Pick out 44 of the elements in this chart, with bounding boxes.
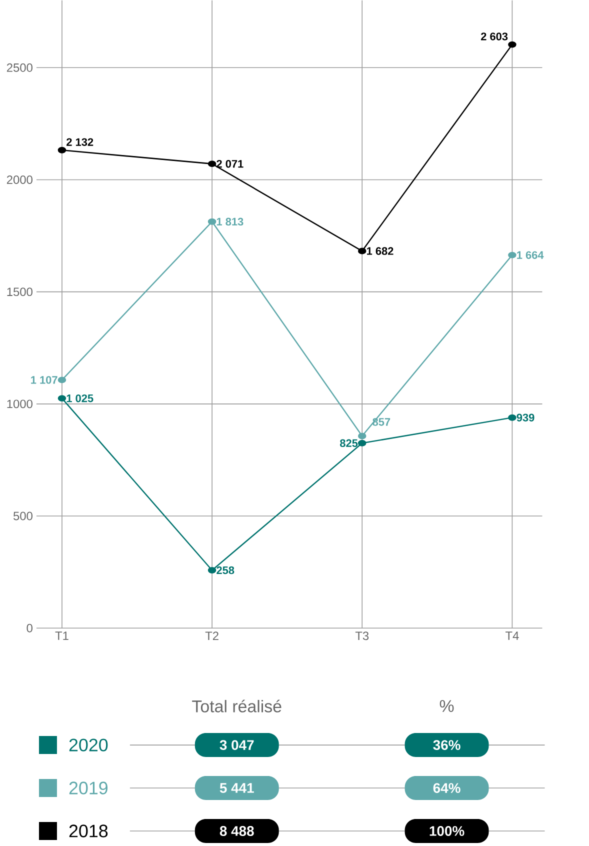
text: 64%	[433, 783, 460, 793]
point	[358, 248, 366, 254]
point	[208, 567, 216, 574]
y-tick-label: 0	[26, 624, 33, 632]
data-label: 1 813	[217, 218, 244, 226]
y-tick-label: 500	[14, 512, 33, 520]
y-tick-label: 1000	[7, 400, 33, 408]
data-label: 2 132	[66, 138, 94, 146]
text: 100%	[430, 826, 464, 836]
text: 5 441	[220, 783, 254, 793]
data-label: 1 107	[31, 376, 58, 384]
text: 36%	[433, 740, 460, 750]
y-tick-label: 2500	[7, 63, 33, 72]
x-tick-label: T4	[506, 632, 519, 640]
text: %	[440, 700, 454, 712]
x-tick-label: T2	[205, 632, 219, 640]
point	[508, 41, 516, 48]
legend-label: 2020	[70, 738, 108, 752]
point	[508, 414, 516, 421]
text: Total réalisé	[192, 700, 282, 712]
x-tick-label: T1	[55, 632, 68, 640]
y-tick-label: 2000	[7, 176, 33, 184]
text: 8 488	[220, 826, 254, 836]
y-tick-label: 1500	[7, 288, 33, 296]
point	[358, 432, 366, 440]
data-label: 2 603	[481, 32, 508, 40]
data-label: 939	[516, 414, 534, 422]
point	[58, 395, 66, 402]
data-label: 1 664	[517, 251, 544, 259]
data-label: 857	[372, 418, 390, 426]
legend-label: 2019	[70, 782, 108, 794]
point	[358, 440, 366, 446]
data-label: 825	[340, 439, 358, 448]
point	[508, 252, 516, 258]
point	[208, 160, 216, 168]
point	[208, 218, 216, 225]
legend-label: 2018	[70, 824, 108, 838]
data-label: 1 025	[66, 394, 94, 402]
point	[58, 146, 66, 154]
x-tick-label: T3	[356, 632, 369, 640]
data-label: 258	[216, 566, 234, 574]
text: 3 047	[220, 740, 254, 750]
point	[58, 376, 66, 384]
data-label: 1 682	[367, 247, 394, 255]
